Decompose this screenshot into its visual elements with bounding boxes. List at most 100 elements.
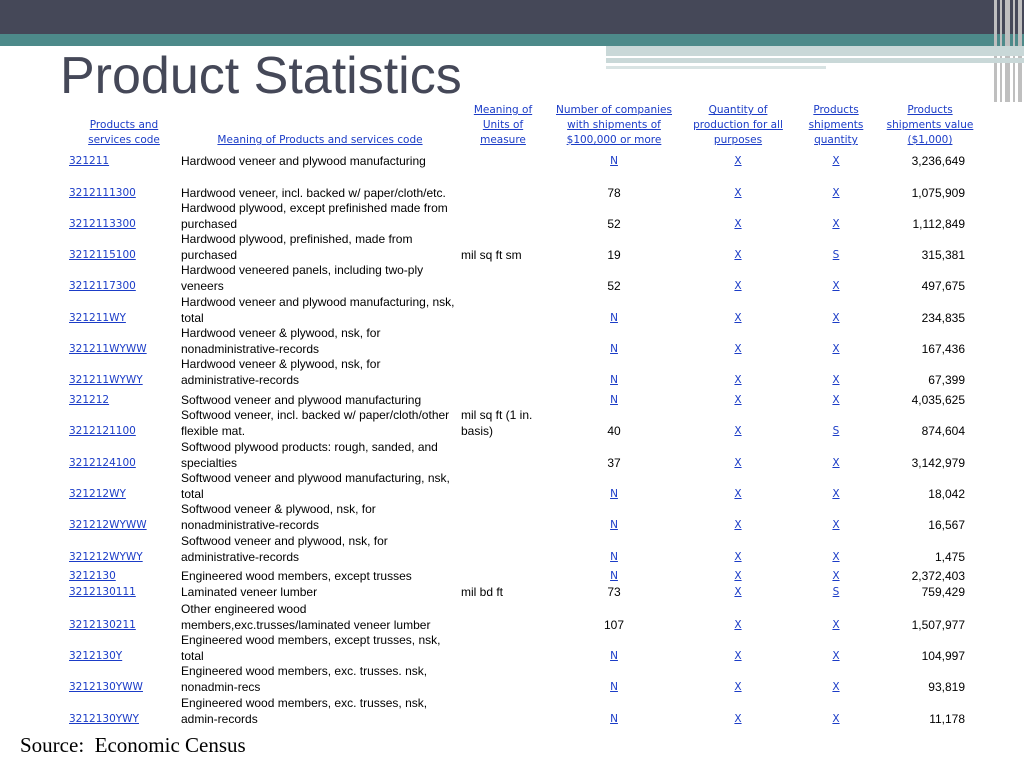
shipments-quantity-flag-link[interactable]: X [832,311,840,324]
product-description: Hardwood veneer, incl. backed w/ paper/c… [181,185,446,200]
quantity-flag-link[interactable]: X [734,424,742,437]
product-description: Engineered wood members, exc. trusses. n… [181,664,428,694]
product-code-link[interactable]: 3212130Y [69,649,123,662]
product-code-link[interactable]: 3212113300 [69,217,136,230]
product-code-link[interactable]: 3212115100 [69,248,136,261]
table-row: 3212130111 Laminated veneer lumber mil b… [0,584,1024,600]
shipments-quantity-flag-link[interactable]: X [832,680,840,693]
shipments-quantity-flag-link[interactable]: S [832,248,840,261]
companies-count[interactable]: N [610,550,618,563]
quantity-flag-link[interactable]: X [734,569,742,582]
shipments-value: 4,035,625 [911,392,965,407]
shipments-quantity-flag-link[interactable]: X [832,279,840,292]
product-code-link[interactable]: 3212130111 [69,585,136,598]
shipments-quantity-flag-link[interactable]: X [832,550,840,563]
product-code-link[interactable]: 321211 [69,154,110,167]
product-code-link[interactable]: 3212130YWW [69,680,143,693]
quantity-flag-link[interactable]: X [734,217,742,230]
quantity-flag-link[interactable]: X [734,550,742,563]
product-code-link[interactable]: 3212130YWY [69,712,139,725]
quantity-flag-link[interactable]: X [734,311,742,324]
shipments-quantity-flag-link[interactable]: X [832,618,840,631]
product-code-link[interactable]: 3212111300 [69,186,136,199]
table-row: 3212115100 Hardwood plywood, prefinished… [0,232,1024,263]
quantity-flag-link[interactable]: X [734,487,742,500]
product-code-link[interactable]: 321212WYWY [69,550,143,563]
shipments-quantity-flag-link[interactable]: X [832,342,840,355]
product-description: Softwood plywood products: rough, sanded… [181,440,438,470]
shipments-quantity-flag-link[interactable]: X [832,154,840,167]
companies-count[interactable]: N [610,311,618,324]
companies-count[interactable]: N [610,649,618,662]
product-code-link[interactable]: 321212 [69,393,110,406]
shipments-quantity-flag-link[interactable]: S [832,424,840,437]
shipments-quantity-flag-link[interactable]: X [832,393,840,406]
shipments-quantity-flag-link[interactable]: X [832,712,840,725]
product-code-link[interactable]: 3212121100 [69,424,136,437]
header-line: with shipments of [567,119,661,131]
product-code-link[interactable]: 321212WYWW [69,518,147,531]
header-companies[interactable]: Number of companies with shipments of $1… [544,103,684,148]
quantity-flag-link[interactable]: X [734,649,742,662]
companies-count[interactable]: N [610,680,618,693]
quantity-flag-link[interactable]: X [734,248,742,261]
header-shipments-value[interactable]: Products shipments value ($1,000) [875,103,985,148]
quantity-flag-link[interactable]: X [734,456,742,469]
quantity-flag-link[interactable]: X [734,618,742,631]
table-row: 3212130Y Engineered wood members, except… [0,633,1024,664]
companies-count[interactable]: N [610,518,618,531]
header-quantity[interactable]: Quantity of production for all purposes [683,103,793,148]
companies-count[interactable]: N [610,712,618,725]
companies-count[interactable]: N [610,154,618,167]
product-code-link[interactable]: 3212124100 [69,456,136,469]
product-description: Hardwood veneer & plywood, nsk, for nona… [181,326,381,356]
table-row: 321211 Hardwood veneer and plywood manuf… [0,153,1024,169]
product-code-link[interactable]: 3212130 [69,569,116,582]
quantity-flag-link[interactable]: X [734,680,742,693]
quantity-flag-link[interactable]: X [734,186,742,199]
product-code-link[interactable]: 321212WY [69,487,126,500]
header-shipments-quantity[interactable]: Products shipments quantity [796,103,876,148]
table-row: 3212121100 Softwood veneer, incl. backed… [0,408,1024,439]
companies-count[interactable]: N [610,373,618,386]
shipments-value: 1,075,909 [911,185,965,200]
quantity-flag-link[interactable]: X [734,393,742,406]
quantity-flag-link[interactable]: X [734,342,742,355]
decorative-bar [606,46,1024,56]
product-description: Hardwood plywood, prefinished, made from… [181,232,413,262]
quantity-flag-link[interactable]: X [734,518,742,531]
quantity-flag-link[interactable]: X [734,373,742,386]
header-code[interactable]: Products and services code [74,118,174,148]
quantity-flag-link[interactable]: X [734,585,742,598]
table-row: 3212111300 Hardwood veneer, incl. backed… [0,169,1024,201]
shipments-quantity-flag-link[interactable]: X [832,518,840,531]
header-units[interactable]: Meaning of Units of measure [463,103,543,148]
shipments-quantity-flag-link[interactable]: X [832,569,840,582]
table-row: 3212130YWY Engineered wood members, exc.… [0,695,1024,727]
shipments-quantity-flag-link[interactable]: X [832,186,840,199]
companies-count[interactable]: N [610,569,618,582]
shipments-quantity-flag-link[interactable]: X [832,456,840,469]
shipments-quantity-flag-link[interactable]: S [832,585,840,598]
shipments-quantity-flag-link[interactable]: X [832,487,840,500]
product-code-link[interactable]: 321211WY [69,311,126,324]
shipments-value: 104,997 [921,648,965,663]
shipments-quantity-flag-link[interactable]: X [832,373,840,386]
shipments-value: 3,142,979 [911,455,965,470]
shipments-quantity-flag-link[interactable]: X [832,217,840,230]
shipments-quantity-flag-link[interactable]: X [832,649,840,662]
header-meaning[interactable]: Meaning of Products and services code [205,133,435,148]
quantity-flag-link[interactable]: X [734,712,742,725]
product-code-link[interactable]: 3212130211 [69,618,136,631]
companies-count[interactable]: N [610,342,618,355]
product-code-link[interactable]: 321211WYWY [69,373,143,386]
product-description: Hardwood veneer and plywood manufacturin… [181,295,455,325]
companies-count[interactable]: N [610,393,618,406]
quantity-flag-link[interactable]: X [734,154,742,167]
companies-count[interactable]: N [610,487,618,500]
product-code-link[interactable]: 3212117300 [69,279,136,292]
quantity-flag-link[interactable]: X [734,279,742,292]
shipments-value: 874,604 [921,423,965,438]
product-code-link[interactable]: 321211WYWW [69,342,147,355]
header-line: services code [88,134,160,146]
